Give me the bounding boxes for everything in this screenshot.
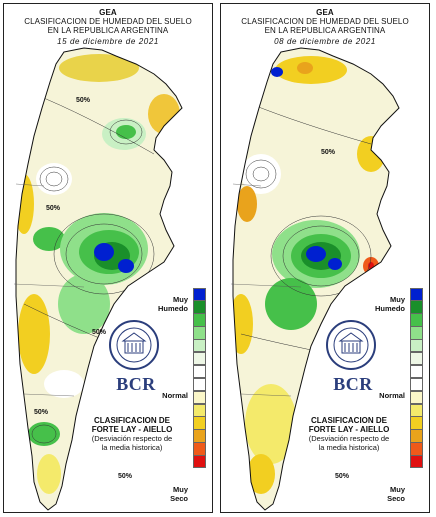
legend-swatch-2 — [193, 313, 206, 327]
legend-label-normal: Normal — [162, 391, 188, 400]
legend-swatch-8 — [193, 390, 206, 405]
map-panel-dec-08: 50% 50% GEA CLASIFICACION DE HUMEDAD DEL… — [220, 3, 430, 513]
bcr-logo: BCR — [116, 374, 156, 394]
legend-label-seco: Seco — [387, 494, 405, 503]
legend-swatch-3 — [410, 326, 423, 340]
map-date: 08 de diciembre de 2021 — [274, 37, 376, 46]
title-line-3: EN LA REPUBLICA ARGENTINA — [264, 26, 386, 35]
legend-swatch-7 — [410, 377, 423, 392]
soil-moisture-map: 50% 50% — [230, 47, 400, 511]
legend-swatch-9 — [193, 403, 206, 417]
contour-label: 50% — [321, 149, 336, 156]
legend-swatch-3 — [193, 326, 206, 340]
classification-line-1: CLASIFICACION DE — [311, 416, 387, 425]
legend-swatch-1 — [410, 300, 423, 314]
legend-swatch-12 — [410, 442, 423, 456]
legend-label-muy: Muy — [390, 295, 405, 304]
title-line-1: GEA — [99, 8, 117, 17]
legend-swatch-4 — [410, 339, 423, 353]
title-line-2: CLASIFICACION DE HUMEDAD DEL SUELO — [24, 17, 192, 26]
legend-swatch-2 — [410, 313, 423, 327]
legend-swatch-6 — [193, 364, 206, 379]
contour-label: 50% — [46, 205, 61, 212]
bolsa-de-comercio-de-rosario-seal-icon — [109, 320, 159, 370]
classification-line-4: la media historica) — [318, 443, 380, 452]
legend-label-muy: Muy — [173, 485, 188, 494]
classification-note: CLASIFICACION DE FORTE LAY - AIELLO (Des… — [299, 416, 399, 452]
legend-label-humedo: Humedo — [375, 304, 405, 313]
legend-swatch-0 — [410, 287, 423, 301]
legend-swatch-10 — [193, 416, 206, 430]
legend-swatch-10 — [410, 416, 423, 430]
map-date: 15 de diciembre de 2021 — [57, 37, 159, 46]
bcr-logo: BCR — [333, 374, 373, 394]
legend-swatch-12 — [193, 442, 206, 456]
contour-label: 50% — [118, 473, 133, 480]
soil-moisture-map: 50% 50% 50% 50% 50% — [13, 47, 183, 511]
map-panel-dec-15: 50% 50% 50% 50% 50% GEA CLASIFICACION DE… — [3, 3, 213, 513]
contour-label: 50% — [335, 473, 350, 480]
classification-line-1: CLASIFICACION DE — [94, 416, 170, 425]
legend-swatch-13 — [193, 455, 206, 469]
title-line-2: CLASIFICACION DE HUMEDAD DEL SUELO — [241, 17, 409, 26]
classification-line-2: FORTE LAY - AIELLO — [91, 425, 173, 434]
color-legend — [193, 287, 206, 469]
contour-label: 50% — [92, 329, 107, 336]
classification-line-3: (Desviación respecto de — [308, 434, 390, 443]
legend-label-humedo: Humedo — [158, 304, 188, 313]
legend-swatch-7 — [193, 377, 206, 392]
legend-label-muy: Muy — [173, 295, 188, 304]
legend-swatch-8 — [410, 390, 423, 405]
classification-line-2: FORTE LAY - AIELLO — [308, 425, 390, 434]
legend-swatch-1 — [193, 300, 206, 314]
classification-note: CLASIFICACION DE FORTE LAY - AIELLO (Des… — [82, 416, 182, 452]
legend-label-normal: Normal — [379, 391, 405, 400]
legend-swatch-0 — [193, 287, 206, 301]
classification-line-4: la media historica) — [101, 443, 163, 452]
legend-swatch-11 — [193, 429, 206, 443]
legend-swatch-5 — [193, 351, 206, 366]
title-line-3: EN LA REPUBLICA ARGENTINA — [47, 26, 169, 35]
legend-swatch-5 — [410, 351, 423, 366]
legend-swatch-11 — [410, 429, 423, 443]
legend-swatch-6 — [410, 364, 423, 379]
contour-label: 50% — [34, 409, 49, 416]
bolsa-de-comercio-de-rosario-seal-icon — [326, 320, 376, 370]
legend-swatch-4 — [193, 339, 206, 353]
classification-line-3: (Desviación respecto de — [91, 434, 173, 443]
legend-label-muy: Muy — [390, 485, 405, 494]
legend-label-seco: Seco — [170, 494, 188, 503]
title-line-1: GEA — [316, 8, 334, 17]
legend-swatch-13 — [410, 455, 423, 469]
contour-label: 50% — [76, 97, 91, 104]
legend-swatch-9 — [410, 403, 423, 417]
color-legend — [410, 287, 423, 469]
